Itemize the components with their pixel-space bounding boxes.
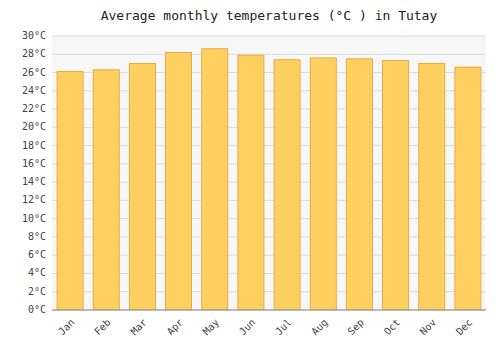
x-tick-label: Mar [128, 317, 149, 338]
y-tick-label: 26°C [22, 67, 46, 78]
bar [346, 59, 372, 310]
x-axis: Jan Feb Mar Apr May Jun Jul Aug Sep Oct Nov Dec [56, 317, 474, 338]
bars [57, 49, 481, 310]
bar [93, 70, 119, 310]
chart: 0°C 2°C 4°C 6°C 8°C 10°C 12°C 14°C 16°C 18°C 20°C 2… [0, 0, 500, 350]
x-tick-label: Oct [382, 317, 403, 338]
grid [52, 36, 486, 310]
bar [166, 52, 192, 310]
y-tick-label: 16°C [22, 158, 46, 169]
x-tick-label: Dec [454, 317, 475, 338]
y-tick-label: 10°C [22, 213, 46, 224]
x-tick-label: Sep [345, 317, 366, 338]
y-tick-label: 12°C [22, 194, 46, 205]
bar [238, 55, 264, 310]
x-tick-label: Aug [309, 317, 330, 338]
y-tick-label: 20°C [22, 121, 46, 132]
grid-line [52, 54, 486, 55]
bar [419, 63, 445, 310]
y-tick-label: 18°C [22, 140, 46, 151]
grid-line [52, 36, 486, 37]
bar [57, 72, 83, 310]
y-tick-label: 6°C [28, 249, 46, 260]
bar [202, 49, 228, 310]
title: Average monthly temperatures (°C ) in Tu… [101, 8, 438, 23]
x-tick-label: May [201, 317, 222, 338]
y-tick-label: 8°C [28, 231, 46, 242]
bar [274, 60, 300, 310]
y-axis: 0°C 2°C 4°C 6°C 8°C 10°C 12°C 14°C 16°C 18°C 20°C 2… [22, 30, 46, 315]
y-tick-label: 24°C [22, 85, 46, 96]
y-tick-label: 14°C [22, 176, 46, 187]
grid-line [52, 310, 486, 311]
y-tick-label: 4°C [28, 267, 46, 278]
y-tick-label: 28°C [22, 48, 46, 59]
x-tick-label: Nov [418, 317, 439, 338]
x-tick-label: Apr [165, 317, 186, 338]
plot-background [52, 36, 486, 310]
bar [310, 58, 336, 310]
x-tick-label: Jun [237, 317, 258, 338]
x-tick-label: Jan [56, 317, 77, 338]
bar [129, 63, 155, 310]
x-axis-line [52, 310, 486, 311]
bar [383, 61, 409, 310]
x-tick-label: Jul [273, 317, 294, 338]
y-tick-label: 22°C [22, 103, 46, 114]
x-tick-label: Feb [92, 317, 113, 338]
bar [455, 67, 481, 310]
y-tick-label: 30°C [22, 30, 46, 41]
y-tick-label: 0°C [28, 304, 46, 315]
y-tick-label: 2°C [28, 286, 46, 297]
